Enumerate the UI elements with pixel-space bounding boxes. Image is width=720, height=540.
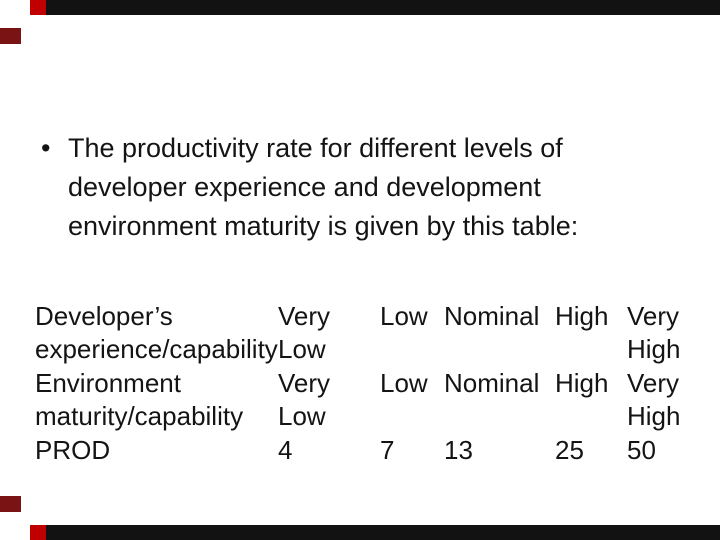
prod-value-very-high: 50 [627,435,656,465]
row-label-developer-experience: Developer’s experience/capability [35,301,278,364]
prod-value-high: 25 [555,435,584,465]
top-red-square-accent [30,0,46,15]
cell-very-high: Very High [627,301,681,364]
cell-very-high: Very High [627,368,681,431]
cell-very-low: Very Low [278,301,331,364]
bottom-red-square-accent [30,525,46,540]
prod-value-nominal: 13 [444,435,473,465]
cell-low: Low [380,301,428,331]
bottom-left-maroon-tab [0,496,21,512]
table-row-environment-maturity: Environment maturity/capability Very Low… [35,367,720,434]
cell-nominal: Nominal [444,368,540,398]
productivity-table: Developer’s experience/capability Very L… [35,300,720,467]
prod-value-low: 7 [380,435,395,465]
row-label-prod: PROD [35,435,111,465]
top-left-maroon-tab [0,28,21,44]
cell-low: Low [380,368,428,398]
prod-value-very-low: 4 [278,435,293,465]
row-label-environment-maturity: Environment maturity/capability [35,368,244,431]
table-row-developer-experience: Developer’s experience/capability Very L… [35,300,720,367]
cell-very-low: Very Low [278,368,331,431]
cell-high: High [555,301,609,331]
cell-nominal: Nominal [444,301,540,331]
bottom-black-bar [46,525,720,540]
cell-high: High [555,368,609,398]
table-row-prod-values: PROD 4 7 13 25 50 [35,434,720,467]
top-black-bar [46,0,720,15]
bullet-paragraph: The productivity rate for different leve… [68,133,579,241]
bullet-marker: • [41,133,51,163]
